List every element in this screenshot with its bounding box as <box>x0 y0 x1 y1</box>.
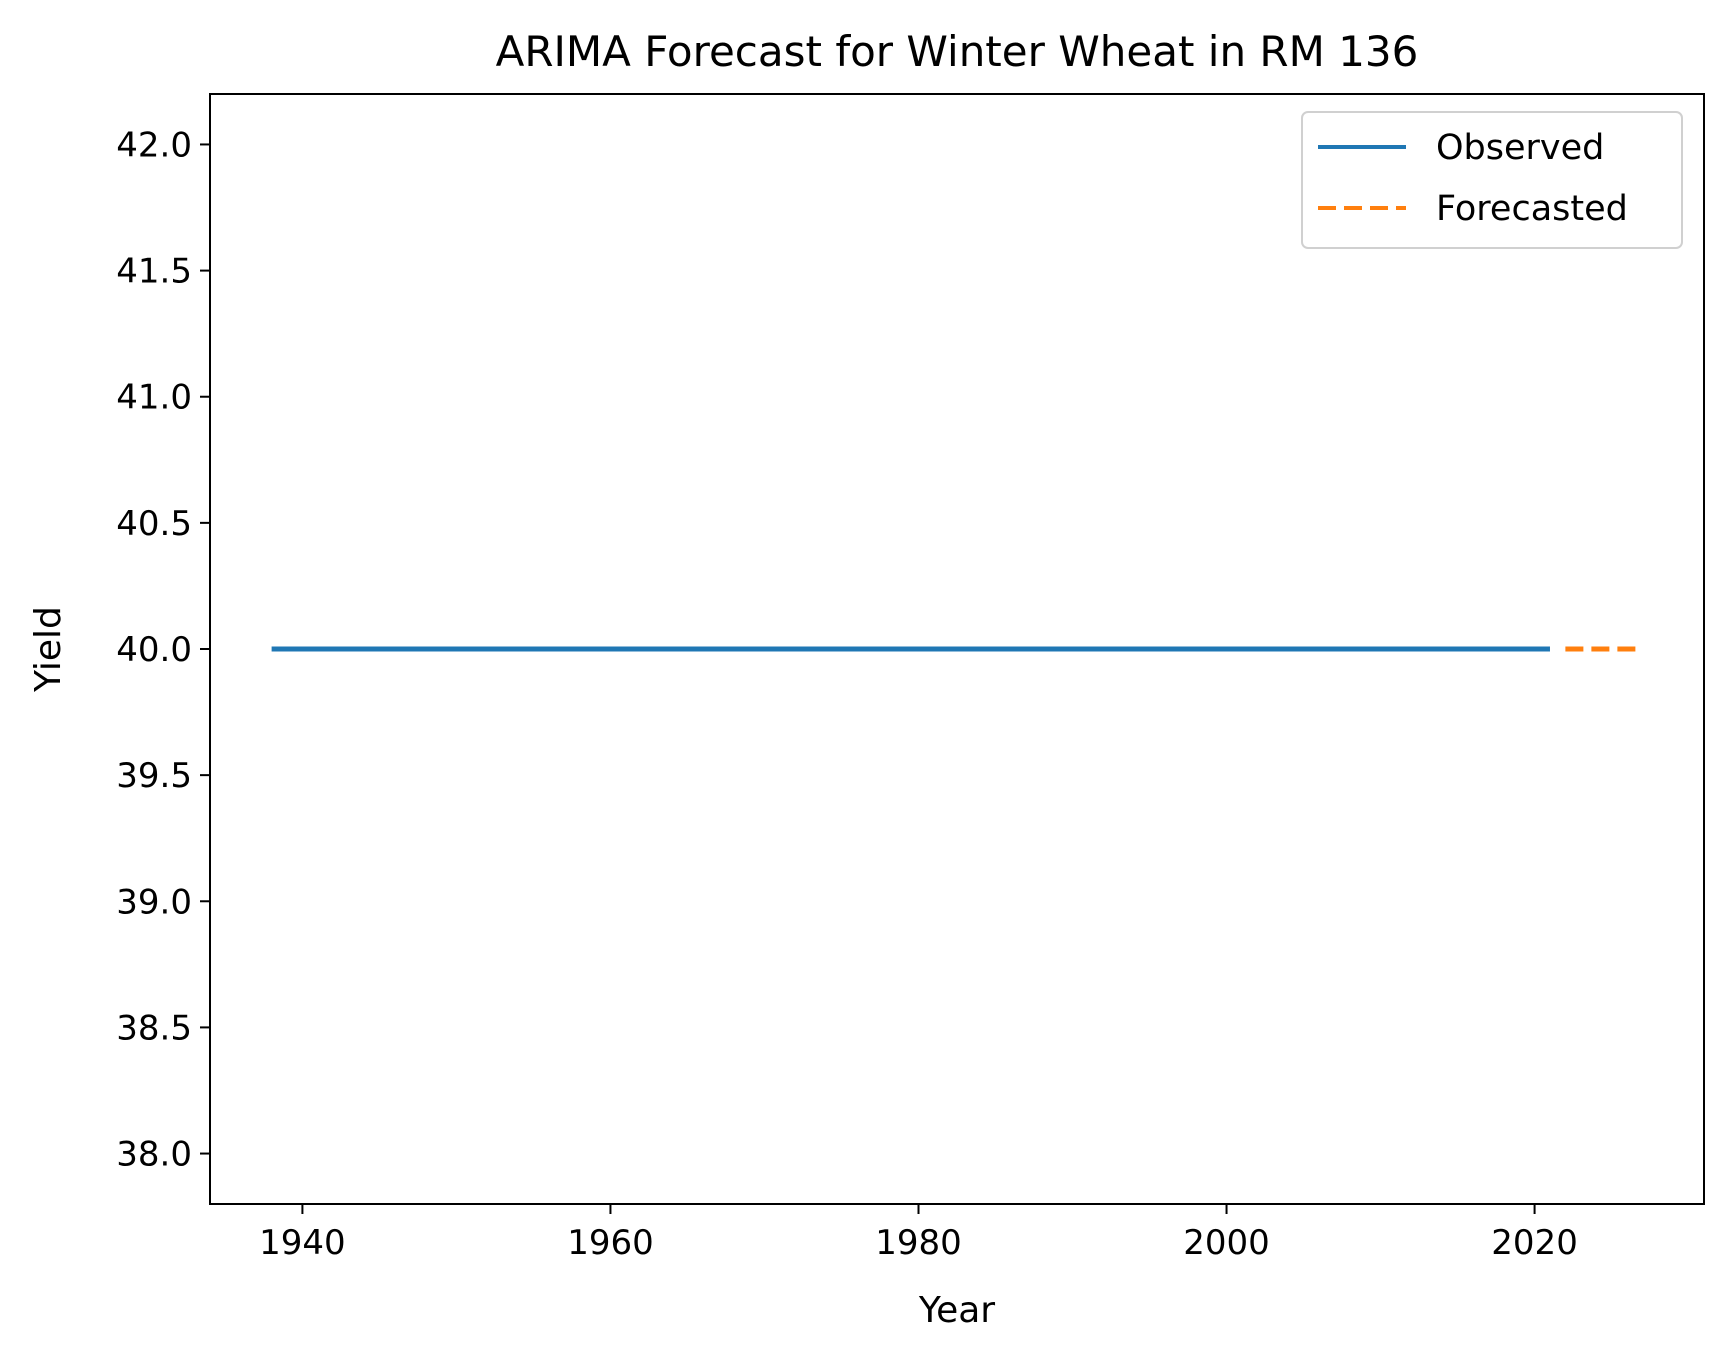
y-tick-label: 39.5 <box>116 756 192 796</box>
legend-label-observed: Observed <box>1436 128 1604 168</box>
x-tick-label: 1940 <box>259 1223 346 1263</box>
x-tick-label: 1960 <box>567 1223 654 1263</box>
y-tick-label: 40.0 <box>116 630 192 670</box>
x-tick-label: 2000 <box>1183 1223 1270 1263</box>
legend-label-forecasted: Forecasted <box>1436 189 1628 229</box>
y-tick-label: 40.5 <box>116 504 192 544</box>
y-tick-label: 42.0 <box>116 125 192 165</box>
legend: Observed Forecasted <box>1301 111 1683 249</box>
y-tick-label: 41.0 <box>116 378 192 418</box>
plot-frame <box>209 93 1705 1205</box>
x-axis-ticks: 1940 1960 1980 2000 2020 <box>259 1204 1578 1263</box>
y-axis-label: Yield <box>28 606 69 693</box>
y-axis-ticks: 38.0 38.5 39.0 39.5 40.0 40.5 41.0 41.5 42.0 <box>116 125 210 1175</box>
x-tick-label: 1980 <box>875 1223 962 1263</box>
y-tick-label: 38.5 <box>116 1008 192 1048</box>
y-tick-label: 38.0 <box>116 1135 192 1175</box>
chart-title: ARIMA Forecast for Winter Wheat in RM 13… <box>496 27 1419 76</box>
y-tick-label: 39.0 <box>116 882 192 922</box>
y-tick-label: 41.5 <box>116 252 192 292</box>
x-tick-label: 2020 <box>1491 1223 1578 1263</box>
x-axis-label: Year <box>918 1290 995 1331</box>
